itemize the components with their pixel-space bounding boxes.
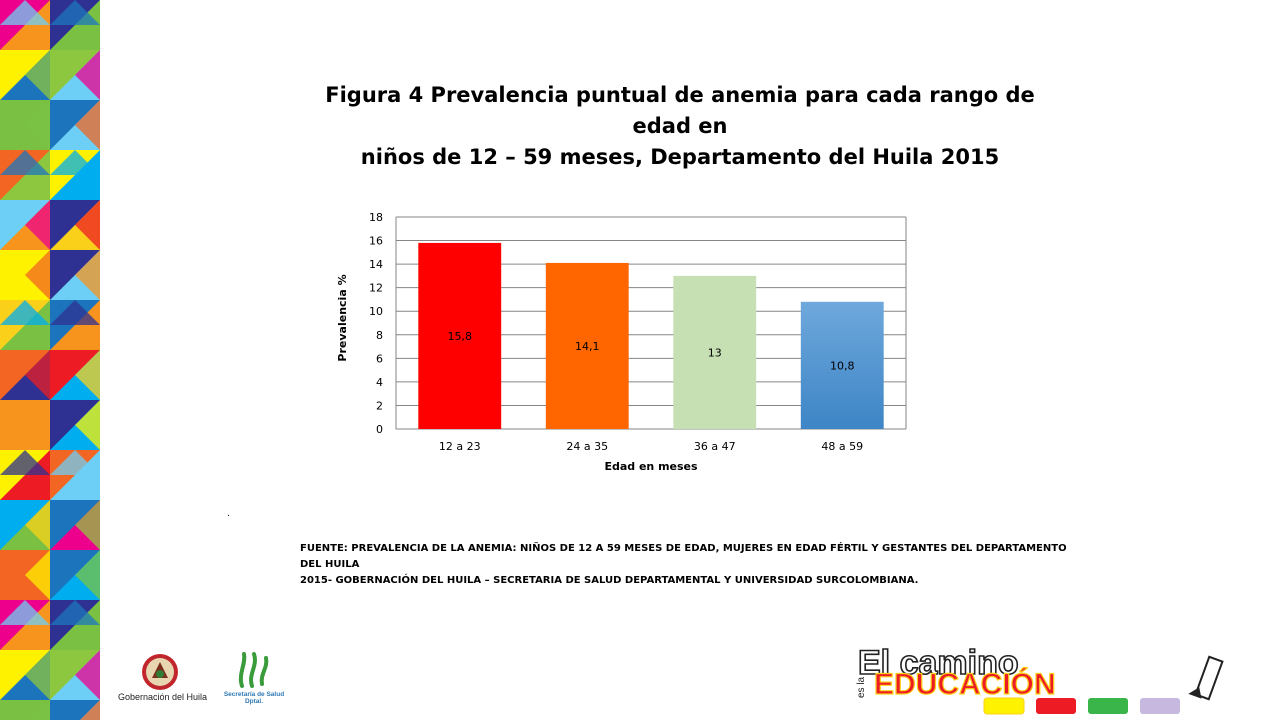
mosaic-triangle: [0, 600, 50, 625]
data-label: 13: [708, 346, 722, 359]
mosaic-triangle: [75, 50, 100, 100]
y-tick-label: 10: [369, 305, 383, 318]
mosaic-triangle: [75, 250, 100, 300]
mosaic-triangle: [30, 700, 50, 720]
bar: [418, 242, 502, 429]
mosaic-triangle: [0, 0, 50, 25]
y-tick-label: 6: [376, 352, 383, 365]
secretaria-salud-label-line-2: Dptal.: [244, 698, 264, 705]
y-tick-label: 12: [369, 282, 383, 295]
mosaic-triangle: [75, 650, 100, 700]
campaign-text-educacion: EDUCACIÓN: [874, 667, 1056, 701]
bar-chart: 0 2 4 6 8 10 12 14 16 18 15,8 12 a 23 14,1 24 a 35 13 3…: [336, 211, 907, 473]
y-tick-label: 14: [369, 258, 383, 271]
mosaic-triangle: [75, 500, 100, 550]
y-tick-label: 2: [376, 399, 383, 412]
campaign-logo: El camino es la EDUCACIÓN: [856, 643, 1224, 715]
mosaic-triangle: [25, 650, 50, 700]
x-tick-label: 12 a 23: [439, 440, 481, 453]
mosaic-triangle: [25, 550, 50, 600]
gobernacion-seal-icon: [142, 654, 178, 690]
x-tick-label: 36 a 47: [694, 440, 736, 453]
mosaic-triangle: [75, 550, 100, 600]
mosaic-triangle: [25, 50, 50, 100]
mosaic-triangle: [25, 250, 50, 300]
source-line-2: 2015- GOBERNACIÓN DEL HUILA – SECRETARIA…: [300, 575, 919, 586]
mosaic-triangle: [0, 300, 50, 325]
data-label: 15,8: [448, 330, 473, 343]
mosaic-triangle: [25, 350, 50, 400]
bar: [673, 275, 757, 429]
mosaic-triangle: [50, 150, 100, 175]
mosaic-triangle: [50, 300, 100, 325]
source-line-1: FUENTE: PREVALENCIA DE LA ANEMIA: NIÑOS …: [300, 543, 1067, 570]
chart-title: Figura 4 Prevalencia puntual de anemia p…: [300, 80, 1060, 173]
secretaria-salud-logo-icon: [238, 652, 269, 688]
y-tick-label: 4: [376, 376, 383, 389]
mosaic-triangle: [50, 0, 100, 25]
mosaic-triangle: [80, 700, 100, 720]
mosaic-triangle: [25, 400, 50, 450]
y-axis-title: Prevalencia %: [336, 274, 349, 361]
separator-dot: .: [227, 508, 230, 519]
x-tick-label: 48 a 59: [821, 440, 863, 453]
mosaic-triangle: [75, 200, 100, 250]
mosaic-triangle: [0, 150, 50, 175]
campaign-icons-strip: [983, 697, 1180, 715]
gobernacion-label: Gobernación del Huila: [118, 692, 208, 702]
chart-title-line-2: niños de 12 – 59 meses, Departamento del…: [360, 145, 1000, 169]
decorative-mosaic-border: [0, 0, 100, 720]
campaign-text-es-la: es la: [856, 676, 867, 698]
campaign-text-el-camino: El camino: [858, 644, 1019, 682]
mosaic-triangle: [50, 600, 100, 625]
mosaic-triangle: [25, 100, 50, 150]
mosaic-triangle: [25, 500, 50, 550]
data-label: 14,1: [575, 340, 600, 353]
bar: [545, 262, 629, 429]
mosaic-triangle: [50, 450, 100, 475]
x-axis-title: Edad en meses: [604, 460, 698, 473]
mosaic-triangle: [25, 200, 50, 250]
y-tick-label: 8: [376, 329, 383, 342]
x-tick-label: 24 a 35: [566, 440, 608, 453]
mosaic-triangle: [0, 450, 50, 475]
secretaria-salud-label: Secretaría de Salud Dptal.: [214, 691, 294, 705]
secretaria-salud-label-line-1: Secretaría de Salud: [223, 691, 285, 698]
mosaic-triangle: [75, 100, 100, 150]
mosaic-triangle: [0, 700, 50, 720]
y-tick-label: 0: [376, 423, 383, 436]
mosaic-triangle: [75, 400, 100, 450]
bar: [800, 301, 884, 429]
data-label: 10,8: [830, 359, 855, 372]
y-tick-label: 18: [369, 211, 383, 224]
y-tick-label: 16: [369, 235, 383, 248]
pencil-icon: [1188, 655, 1224, 701]
mosaic-triangle: [75, 350, 100, 400]
source-note: FUENTE: PREVALENCIA DE LA ANEMIA: NIÑOS …: [300, 541, 1080, 589]
chart-title-line-1: Figura 4 Prevalencia puntual de anemia p…: [325, 83, 1035, 138]
